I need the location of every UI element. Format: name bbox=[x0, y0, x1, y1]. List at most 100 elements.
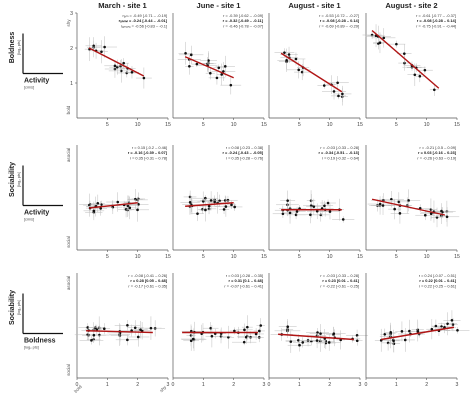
y-bottom-label: bold bbox=[66, 105, 71, 114]
data-point bbox=[220, 73, 223, 76]
correlation-stat: r = -0.08 [-0.41 – 0.26] bbox=[128, 273, 167, 278]
data-point bbox=[450, 319, 454, 322]
x-tick-label: 5 bbox=[298, 254, 301, 260]
data-point bbox=[207, 59, 210, 62]
data-point bbox=[286, 325, 290, 329]
data-point bbox=[287, 53, 291, 56]
data-point bbox=[283, 51, 286, 54]
x-right-label: shy bbox=[159, 384, 168, 393]
correlation-stat: r = 0.28 [0.05 – 0.48] bbox=[130, 278, 167, 283]
x-tick-label: 10 bbox=[135, 122, 141, 128]
data-point bbox=[337, 94, 340, 98]
x-tick-label: 5 bbox=[395, 122, 398, 128]
correlation-stat: r = 0.31 [0.1 – 0.48] bbox=[229, 278, 264, 283]
data-point bbox=[188, 64, 191, 68]
data-point bbox=[423, 213, 427, 217]
scatter-panel: r = 0.03 [-0.28 – 0.35]r = 0.31 [0.1 – 0… bbox=[172, 273, 266, 388]
y-top-label: asocial bbox=[66, 148, 71, 162]
data-point bbox=[312, 205, 316, 208]
data-point bbox=[246, 325, 249, 329]
correlation-stat: r = -0.69 [-0.89 – -0.29] bbox=[319, 23, 359, 28]
data-point bbox=[130, 329, 133, 332]
fit-line bbox=[381, 326, 455, 341]
x-tick-label: 2 bbox=[425, 382, 428, 388]
data-point bbox=[378, 41, 382, 45]
y-unit-label: [log₂ pts] bbox=[17, 40, 21, 55]
x-tick-label: 10 bbox=[231, 122, 237, 128]
x-tick-label: 2 bbox=[136, 382, 139, 388]
fit-line bbox=[184, 56, 234, 79]
data-point bbox=[408, 329, 411, 333]
data-point bbox=[286, 199, 289, 202]
x-unit-label: [log₂ pts] bbox=[24, 346, 39, 350]
data-point bbox=[130, 70, 134, 74]
correlation-stat: r = -0.75 [-0.91 – -0.44] bbox=[416, 23, 456, 28]
data-point bbox=[209, 199, 213, 202]
data-point bbox=[400, 330, 404, 333]
y-bottom-label: social bbox=[66, 364, 71, 376]
data-point bbox=[323, 204, 326, 208]
data-point bbox=[440, 209, 443, 213]
x-tick-label: 10 bbox=[424, 254, 430, 260]
fit-line bbox=[88, 47, 145, 77]
data-point bbox=[392, 339, 395, 343]
data-point bbox=[92, 44, 95, 48]
correlation-stat: r = 0.03 [-0.28 – 0.35] bbox=[226, 273, 263, 278]
fit-line bbox=[371, 198, 446, 216]
y-variable-label: Sociability bbox=[9, 290, 16, 325]
x-tick-label: 0 bbox=[365, 382, 368, 388]
data-point bbox=[445, 215, 449, 219]
data-point bbox=[207, 204, 211, 208]
data-point bbox=[298, 343, 301, 347]
data-point bbox=[233, 329, 236, 333]
data-point bbox=[316, 331, 319, 334]
x-tick-label: 5 bbox=[106, 254, 109, 260]
scatter-panel: r = -0.53 [-0.72 – -0.27]r = -0.08 [-0.2… bbox=[268, 13, 363, 128]
correlation-stat: r = -0.39 [-0.62 – -0.09] bbox=[223, 13, 263, 18]
x-tick-label: 0 bbox=[268, 382, 271, 388]
data-point bbox=[381, 204, 385, 207]
correlation-stat: r = -0.22 [-0.61 – 0.25] bbox=[320, 283, 359, 288]
column-title: August - site 1 bbox=[288, 1, 341, 10]
x-tick-label: 1 bbox=[395, 382, 398, 388]
x-tick-label: 5 bbox=[202, 122, 205, 128]
row-label: Sociability [log₂ pts]Boldness[log₂ pts] bbox=[9, 290, 63, 350]
correlation-stat: r = 0.15 [-0.2 – 0.46] bbox=[132, 145, 167, 150]
x-tick-label: 15 bbox=[454, 122, 460, 128]
fit-line bbox=[185, 202, 234, 207]
data-point bbox=[224, 205, 228, 208]
scatter-panel: r = -0.03 [-0.33 – 0.28]r = -0.34 [-0.51… bbox=[268, 145, 363, 260]
correlation-stat: r = -0.32 [-0.49 – -0.11] bbox=[223, 18, 264, 23]
data-point bbox=[327, 341, 331, 344]
correlation-stat: r = -0.26 [-0.63 – 0.19] bbox=[417, 155, 456, 160]
correlation-stat: r = -0.03 [-0.33 – 0.28] bbox=[320, 145, 359, 150]
data-point bbox=[137, 203, 140, 206]
x-tick-label: 5 bbox=[202, 254, 205, 260]
data-point bbox=[413, 73, 417, 77]
data-point bbox=[103, 45, 106, 49]
x-tick-label: 15 bbox=[165, 254, 171, 260]
data-point bbox=[233, 205, 236, 209]
x-tick-label: 1 bbox=[202, 382, 205, 388]
correlation-stat: r = 0.22 [0.01 – 0.41] bbox=[419, 278, 456, 283]
data-point bbox=[288, 211, 292, 215]
data-point bbox=[218, 199, 221, 203]
data-point bbox=[209, 71, 212, 75]
data-point bbox=[92, 333, 96, 337]
correlation-stat: r = -0.46 [-0.78 – -0.07] bbox=[223, 23, 263, 28]
fit-line bbox=[280, 52, 343, 93]
data-point bbox=[393, 207, 396, 211]
x-tick-label: 2 bbox=[328, 382, 331, 388]
data-point bbox=[99, 207, 102, 210]
data-point bbox=[423, 68, 427, 72]
scatter-panel: rₐₙₙ = -0.49 [-0.71 – -0.19]rₒₙₙₙₙ = -0.… bbox=[66, 11, 171, 128]
column-title: March - site 1 bbox=[98, 1, 147, 10]
correlation-stat: r = 0.19 [-0.32 – 0.64] bbox=[322, 155, 359, 160]
data-point bbox=[429, 212, 433, 215]
x-tick-label: 10 bbox=[327, 122, 333, 128]
data-point bbox=[301, 341, 305, 344]
data-point bbox=[126, 204, 130, 208]
data-point bbox=[189, 339, 193, 343]
scatter-panel: r = -0.21 [-0.5 – 0.09]r = 0.03 [-0.16 –… bbox=[365, 145, 460, 260]
